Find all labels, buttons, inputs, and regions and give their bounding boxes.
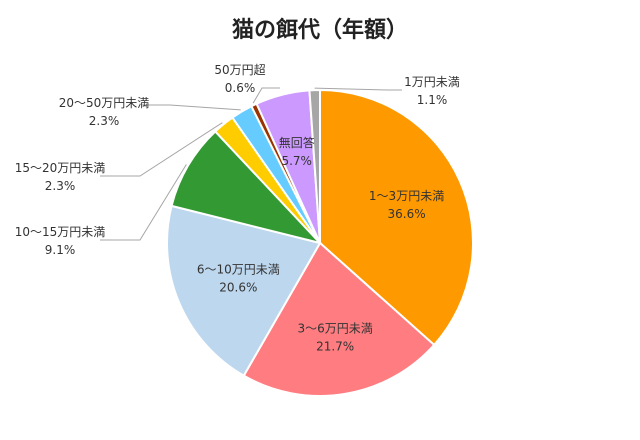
slice-label-6: 50万円超 0.6% <box>214 62 265 95</box>
leader-line-8 <box>314 87 402 91</box>
leader-line-5 <box>144 104 241 111</box>
slice-category-label: 50万円超 <box>214 62 265 77</box>
slice-label-3: 10～15万円未満 9.1% <box>15 225 106 257</box>
slice-label-4: 15～20万円未満 2.3% <box>15 161 106 193</box>
slice-category-label: 無回答 <box>279 135 315 150</box>
chart-title: 猫の餌代（年額） <box>231 18 408 43</box>
slice-value-label: 20.6% <box>219 281 257 295</box>
pie-slice-1 <box>242 241 436 397</box>
slice-value-label: 1.1% <box>417 93 448 107</box>
slice-category-label: 15～20万円未満 <box>15 161 106 175</box>
slice-value-label: 2.3% <box>45 179 76 193</box>
slice-category-label: 1万円未満 <box>404 75 460 89</box>
pie-slice-8 <box>308 88 321 244</box>
slice-value-label: 5.7% <box>281 154 312 168</box>
slice-value-label: 2.3% <box>89 114 120 128</box>
slice-label-0: 1～3万円未満 36.6% <box>369 189 444 221</box>
slice-category-label: 1～3万円未満 <box>369 189 444 203</box>
pie-slice-2 <box>166 204 322 378</box>
slice-label-7: 無回答 5.7% <box>279 135 315 168</box>
slice-label-2: 6～10万円未満 20.6% <box>197 263 280 295</box>
slice-value-label: 9.1% <box>45 243 76 257</box>
slice-value-label: 0.6% <box>225 81 256 95</box>
leader-line-6 <box>252 87 280 104</box>
pie-slice-0 <box>319 88 474 347</box>
slice-value-label: 21.7% <box>316 340 354 354</box>
leader-line-4 <box>100 122 223 177</box>
leader-line-3 <box>100 164 187 241</box>
slice-category-label: 6～10万円未満 <box>197 263 280 277</box>
slice-category-label: 20～50万円未満 <box>59 96 150 110</box>
slice-label-8: 1万円未満 1.1% <box>404 75 460 107</box>
slice-value-label: 36.6% <box>388 207 426 221</box>
slice-label-1: 3～6万円未満 21.7% <box>297 322 372 354</box>
slice-category-label: 3～6万円未満 <box>297 322 372 336</box>
pie-slice-3 <box>170 130 324 245</box>
slice-label-5: 20～50万円未満 2.3% <box>59 96 150 128</box>
slice-category-label: 10～15万円未満 <box>15 225 106 239</box>
